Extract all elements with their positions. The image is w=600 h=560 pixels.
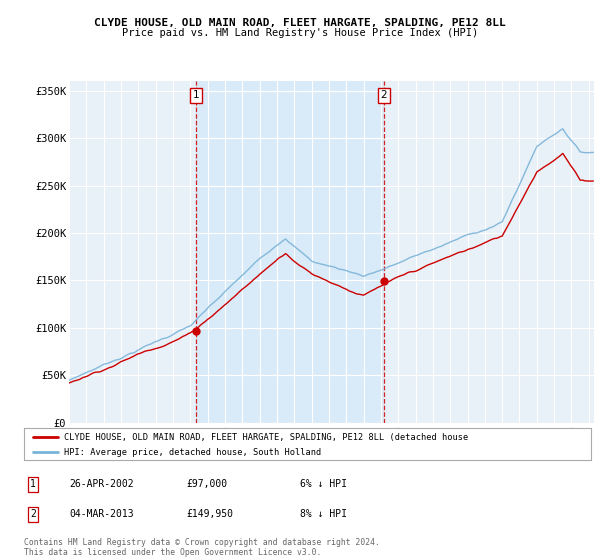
Text: 2: 2 — [380, 90, 387, 100]
Text: £97,000: £97,000 — [186, 479, 227, 489]
Text: 04-MAR-2013: 04-MAR-2013 — [69, 509, 134, 519]
Text: 6% ↓ HPI: 6% ↓ HPI — [300, 479, 347, 489]
Text: 1: 1 — [30, 479, 36, 489]
Text: 1: 1 — [193, 90, 199, 100]
Text: 26-APR-2002: 26-APR-2002 — [69, 479, 134, 489]
Bar — [196, 81, 384, 423]
Text: HPI: Average price, detached house, South Holland: HPI: Average price, detached house, Sout… — [64, 448, 321, 457]
Text: Price paid vs. HM Land Registry's House Price Index (HPI): Price paid vs. HM Land Registry's House … — [122, 28, 478, 38]
Text: 8% ↓ HPI: 8% ↓ HPI — [300, 509, 347, 519]
Text: CLYDE HOUSE, OLD MAIN ROAD, FLEET HARGATE, SPALDING, PE12 8LL (detached house: CLYDE HOUSE, OLD MAIN ROAD, FLEET HARGAT… — [64, 433, 468, 442]
Text: CLYDE HOUSE, OLD MAIN ROAD, FLEET HARGATE, SPALDING, PE12 8LL: CLYDE HOUSE, OLD MAIN ROAD, FLEET HARGAT… — [94, 18, 506, 28]
Text: Contains HM Land Registry data © Crown copyright and database right 2024.
This d: Contains HM Land Registry data © Crown c… — [24, 538, 380, 557]
Text: 2: 2 — [30, 509, 36, 519]
Text: £149,950: £149,950 — [186, 509, 233, 519]
